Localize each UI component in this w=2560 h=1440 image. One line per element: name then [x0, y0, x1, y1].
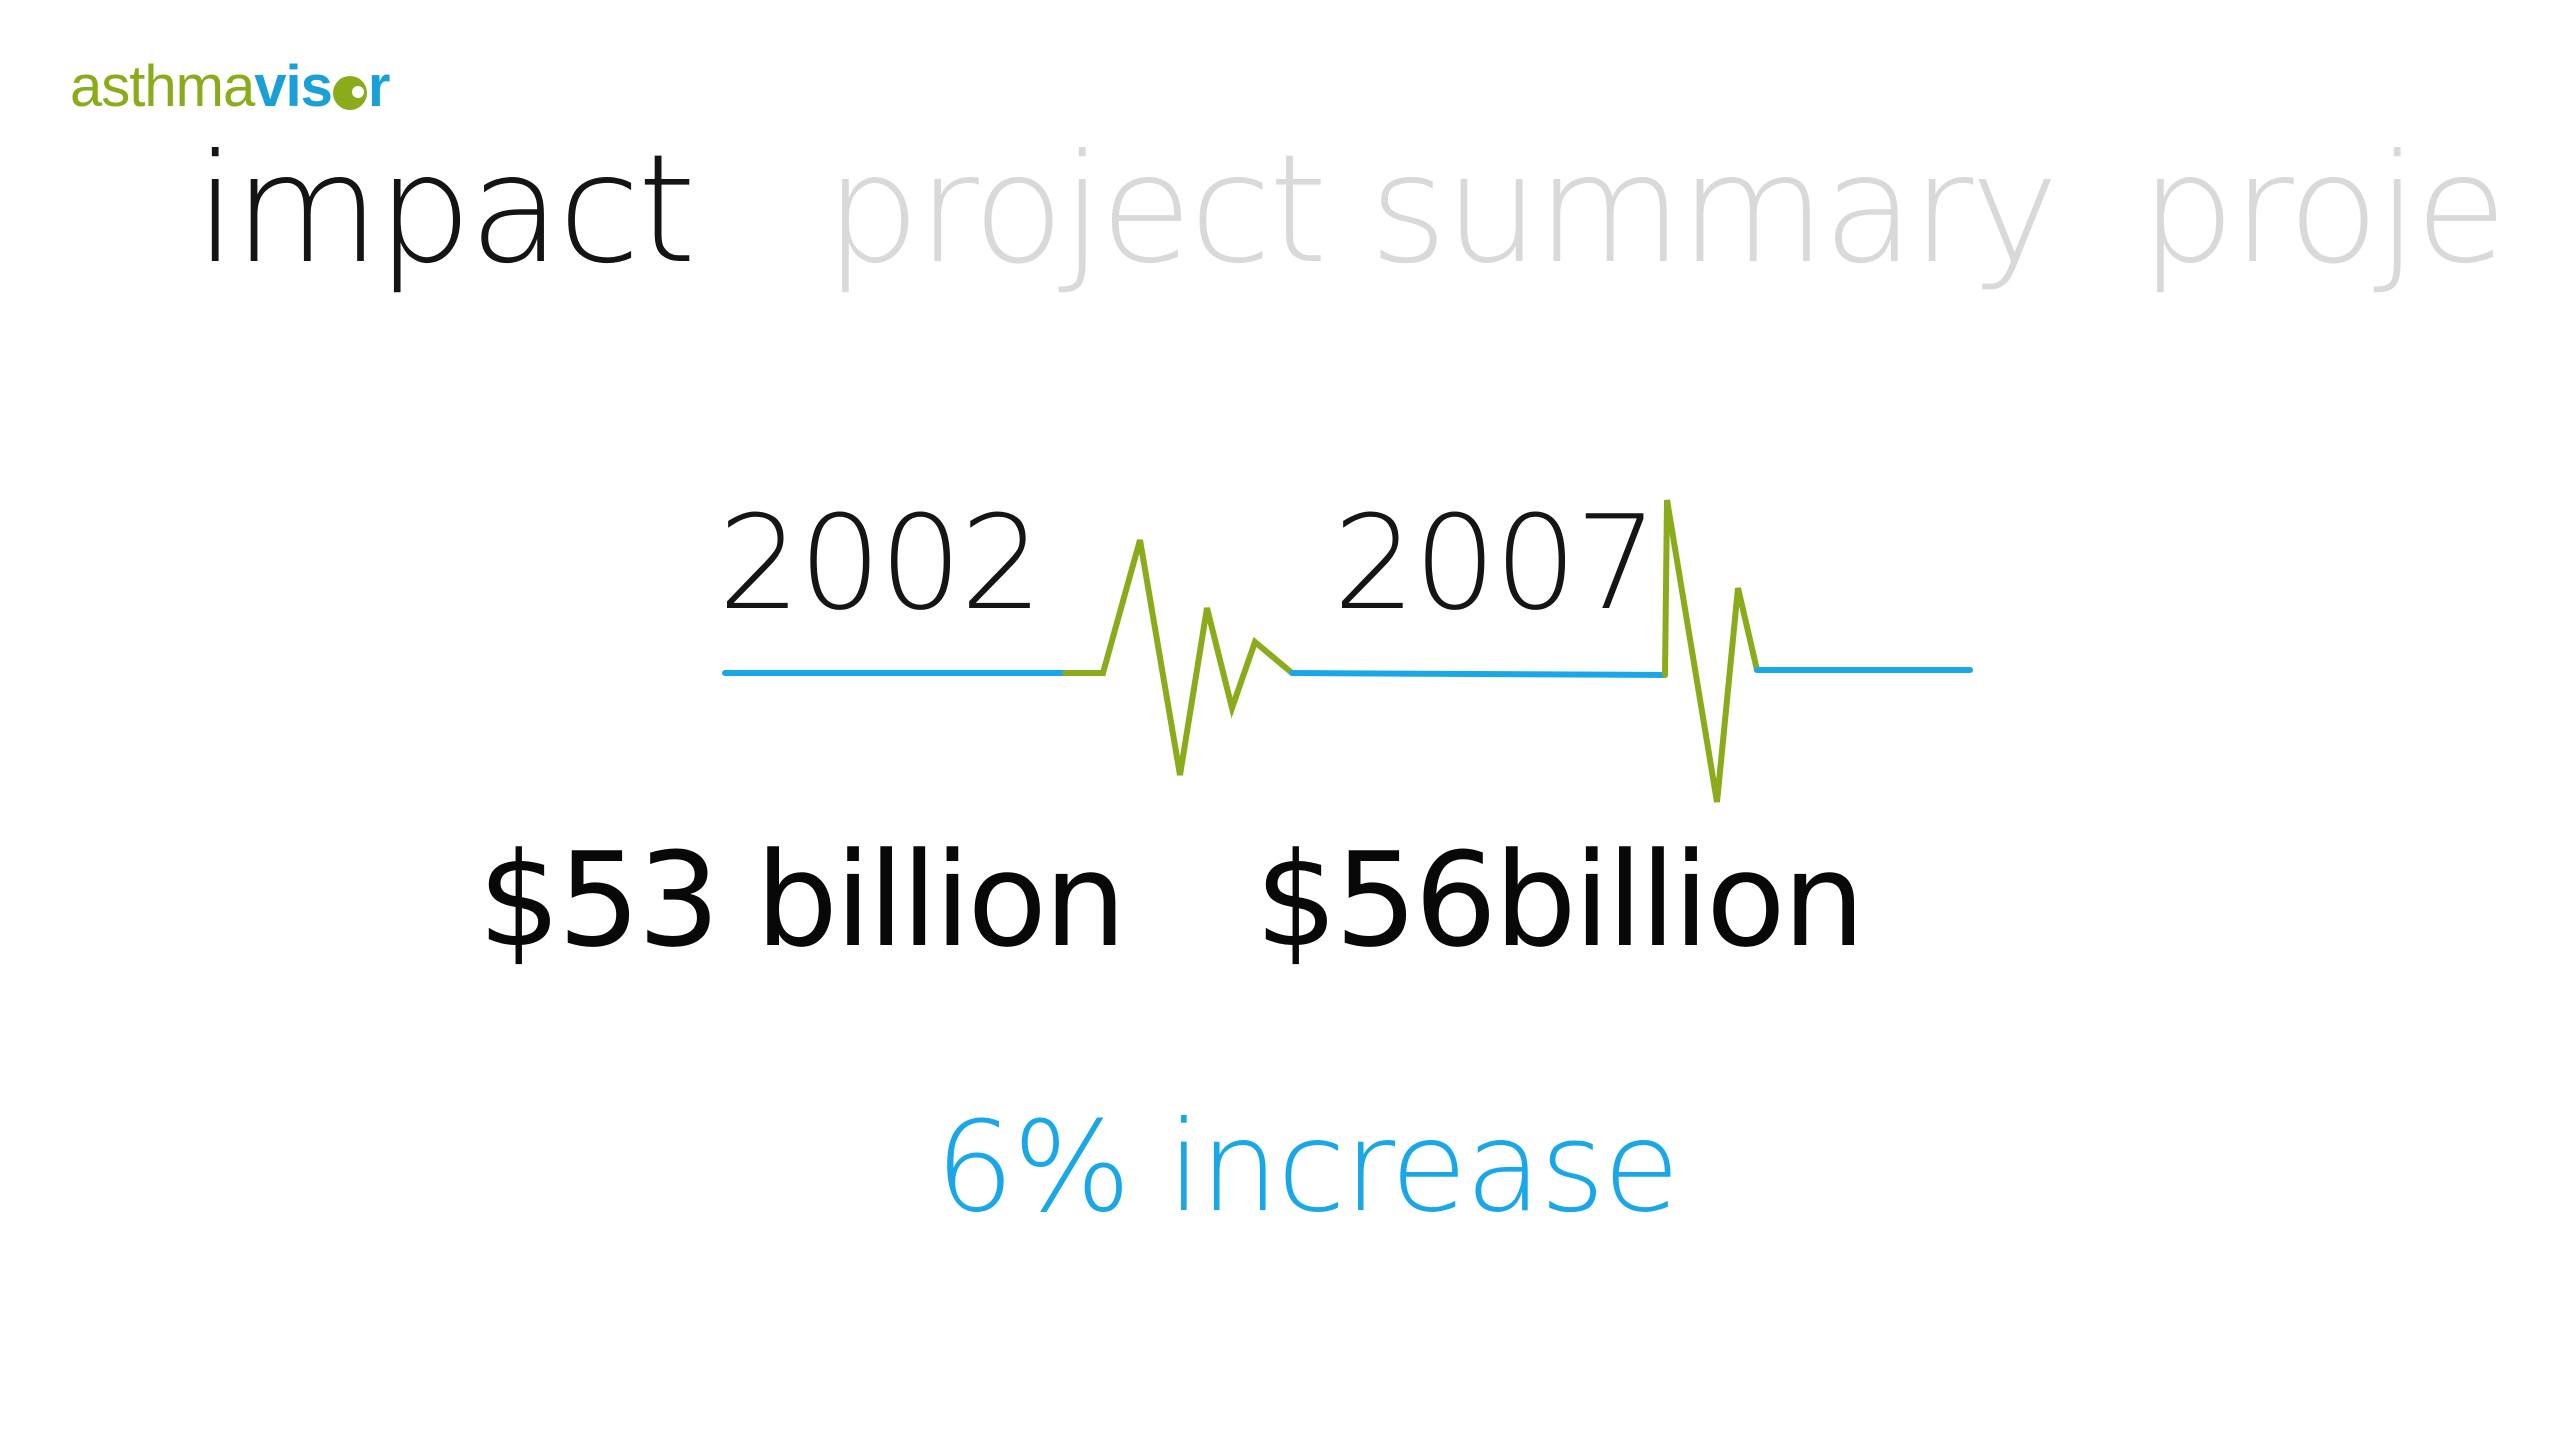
tab-impact[interactable]: impact: [195, 123, 696, 297]
year-2002: 2002: [718, 487, 1043, 639]
year-2007: 2007: [1333, 487, 1658, 639]
logo-text-vis: vis: [254, 54, 333, 119]
amount-2002: $53 billion: [478, 824, 1126, 976]
logo-text-r: r: [367, 54, 391, 119]
timeline-segment-2: [1289, 670, 1668, 678]
asthmavisor-logo: asthmavis r: [70, 58, 390, 116]
tab-project-summary[interactable]: project summary: [825, 123, 2059, 297]
logo-text-asthma: asthma: [70, 54, 255, 119]
heartbeat-pulse-2: [1662, 499, 1760, 803]
increase-summary: 6% increase: [935, 1095, 1680, 1240]
amount-2007: $56billion: [1255, 824, 1865, 976]
tab-project-partial[interactable]: proje: [2140, 123, 2507, 297]
logo-eye-icon: [332, 76, 367, 110]
heartbeat-pulse-1: [1062, 539, 1295, 776]
